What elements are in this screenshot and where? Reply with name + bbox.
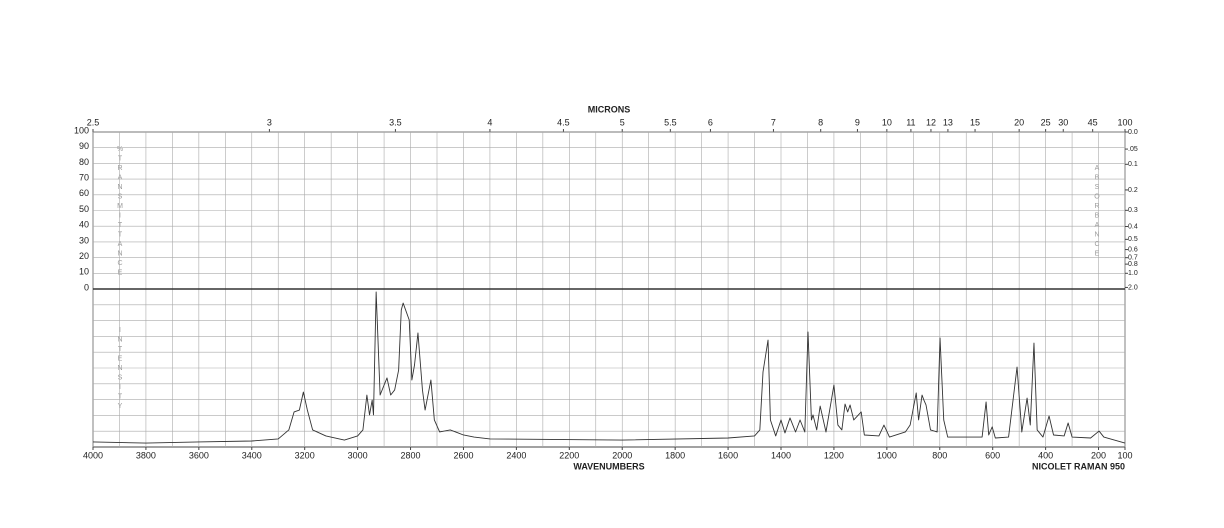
x2-tick-label: 100	[1117, 117, 1132, 127]
y2-tick-label: 1.0	[1128, 270, 1138, 277]
x2-tick-label: 2.5	[87, 117, 100, 127]
x2-tick-label: 5	[620, 117, 625, 127]
x-tick-label: 1600	[718, 450, 738, 460]
x-tick-label: 2000	[612, 450, 632, 460]
x2-tick-label: 10	[882, 117, 892, 127]
lower-y-axis-label: INTENSITY	[117, 327, 124, 413]
x2-tick-label: 15	[970, 117, 980, 127]
x-tick-label: 3800	[136, 450, 156, 460]
top-axis-label: MICRONS	[588, 104, 631, 114]
right-axis-label: ABSORBANCE	[1093, 165, 1100, 260]
x-tick-label: 4000	[83, 450, 103, 460]
x2-tick-label: 8	[818, 117, 823, 127]
y2-tick-label: 0.1	[1128, 161, 1138, 168]
y-tick-label: 70	[79, 172, 89, 182]
y-tick-label: 50	[79, 204, 89, 214]
x2-tick-label: 4	[487, 117, 492, 127]
y-tick-label: 80	[79, 157, 89, 167]
y2-tick-label: 0.6	[1128, 246, 1138, 253]
y-tick-label: 60	[79, 188, 89, 198]
x-tick-label: 400	[1038, 450, 1053, 460]
y-tick-label: 90	[79, 141, 89, 151]
x2-tick-label: 25	[1041, 117, 1051, 127]
x-tick-label: 3400	[242, 450, 262, 460]
x-tick-label: 600	[985, 450, 1000, 460]
x2-tick-label: 3.5	[389, 117, 402, 127]
x2-tick-label: 11	[906, 117, 915, 127]
y2-tick-label: 0.0	[1128, 129, 1138, 136]
x-tick-label: 3200	[295, 450, 315, 460]
spectrum-line	[92, 291, 1126, 444]
x-tick-label: 800	[932, 450, 947, 460]
x2-tick-label: 12	[926, 117, 936, 127]
y2-tick-label: 0.8	[1128, 261, 1138, 268]
y-tick-label: 10	[79, 267, 89, 277]
y2-tick-label: 0.2	[1128, 187, 1138, 194]
x-tick-label: 2400	[506, 450, 526, 460]
y-tick-label: 0	[84, 282, 89, 292]
y-axis-label: %TRANSMITTANCE	[116, 146, 123, 279]
x2-tick-label: 4.5	[557, 117, 570, 127]
x2-tick-label: 5.5	[664, 117, 677, 127]
y2-tick-label: .05	[1128, 146, 1138, 153]
y-tick-label: 30	[79, 235, 89, 245]
x2-tick-label: 7	[771, 117, 776, 127]
x-tick-label: 1400	[771, 450, 791, 460]
x-tick-label: 3600	[189, 450, 209, 460]
y-tick-label: 100	[74, 125, 89, 135]
x-tick-label: 1800	[665, 450, 685, 460]
y-tick-label: 20	[79, 251, 89, 261]
x2-tick-label: 30	[1058, 117, 1068, 127]
y2-tick-label: 0.5	[1128, 236, 1138, 243]
y2-tick-label: 0.3	[1128, 207, 1138, 214]
x2-tick-label: 45	[1088, 117, 1098, 127]
y2-tick-label: 0.4	[1128, 223, 1138, 230]
x2-tick-label: 20	[1014, 117, 1024, 127]
x-tick-label: 200	[1091, 450, 1106, 460]
y-tick-label: 40	[79, 220, 89, 230]
x2-tick-label: 6	[708, 117, 713, 127]
x-tick-label: 2600	[453, 450, 473, 460]
x-tick-label: 2200	[559, 450, 579, 460]
x-tick-label: 1200	[824, 450, 844, 460]
x-tick-label: 3000	[348, 450, 368, 460]
x-tick-label: 100	[1117, 450, 1132, 460]
y2-tick-label: 0.7	[1128, 255, 1138, 262]
x2-tick-label: 9	[855, 117, 860, 127]
x-tick-label: 2800	[401, 450, 421, 460]
y2-tick-label: 2.0	[1128, 284, 1138, 291]
instrument-label: NICOLET RAMAN 950	[1032, 461, 1125, 471]
x2-tick-label: 3	[267, 117, 272, 127]
x-tick-label: 1000	[877, 450, 897, 460]
x-axis-label: WAVENUMBERS	[573, 461, 644, 471]
x2-tick-label: 13	[943, 117, 953, 127]
